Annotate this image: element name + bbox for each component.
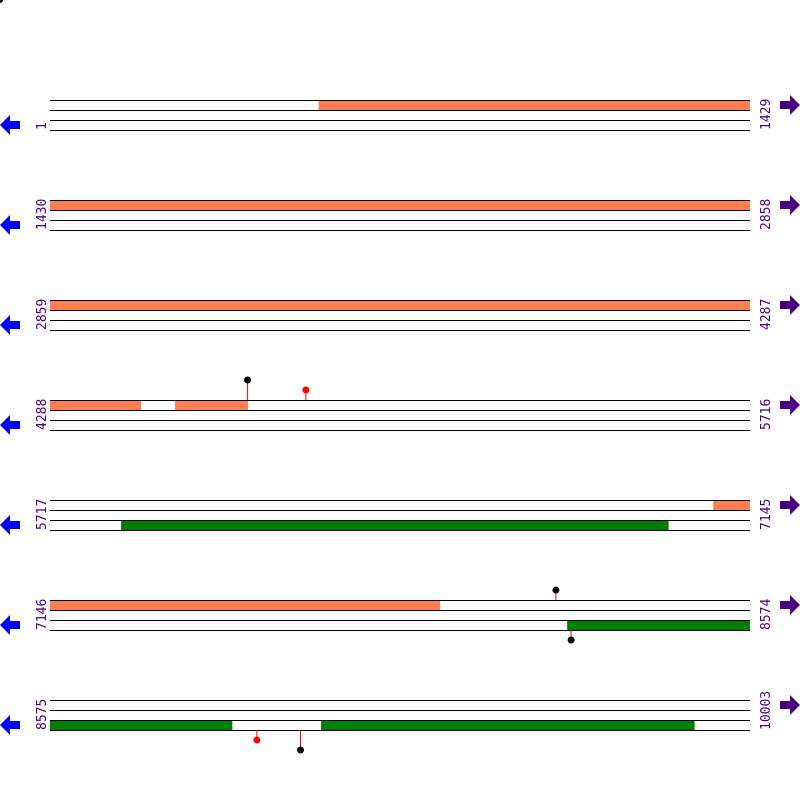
map-row: 2859 4287 [0,295,800,335]
map-row: 5717 7145 [0,495,800,535]
map-row: 7146 8574 [0,586,800,644]
arrow-right-icon [780,195,800,215]
arrow-right-icon [780,95,800,115]
row-start-label: 8575 [35,699,50,730]
marker-head [297,746,304,754]
row-end-label: 7145 [759,499,774,530]
row-end-label: 8574 [759,599,774,630]
map-row: 8575 10003 [0,691,800,754]
row-end-label: 4287 [759,299,774,330]
feature-bar-top [713,500,750,510]
marker-head [244,376,252,384]
row-end-label: 5716 [759,399,774,430]
row-end-label: 1429 [759,99,774,130]
feature-bar-bottom [321,720,695,730]
feature-bar-top [50,600,441,610]
feature-bar-top [50,400,142,410]
arrow-right-icon [780,395,800,415]
marker-head [567,636,575,644]
feature-bar-top [50,300,750,310]
feature-bar-bottom [567,620,750,630]
arrow-left-icon [0,415,20,435]
marker-head [302,386,310,394]
arrow-left-icon [0,615,20,635]
arrow-right-icon [780,695,800,715]
feature-bar-top [318,100,750,110]
feature-bar-top [175,400,249,410]
arrow-left-icon [0,315,20,335]
row-start-label: 7146 [35,599,50,630]
arrow-right-icon [780,595,800,615]
row-end-label: 2858 [759,199,774,230]
corner-dot [0,0,3,3]
row-start-label: 1 [35,122,50,130]
arrow-left-icon [0,215,20,235]
arrow-left-icon [0,115,20,135]
arrow-right-icon [780,295,800,315]
map-row: 1430 2858 [0,195,800,235]
row-start-label: 4288 [35,399,50,430]
row-start-label: 2859 [35,299,50,330]
arrow-left-icon [0,715,20,735]
feature-bar-bottom [50,720,233,730]
arrow-right-icon [780,495,800,515]
row-start-label: 1430 [35,199,50,230]
row-start-label: 5717 [35,499,50,530]
marker-head [253,736,261,744]
map-row: 4288 5716 [0,376,800,435]
map-row: 1 1429 [0,95,800,135]
row-end-label: 10003 [759,691,774,730]
feature-bar-top [50,200,750,210]
feature-bar-bottom [121,520,669,530]
arrow-left-icon [0,515,20,535]
marker-head [552,586,560,594]
